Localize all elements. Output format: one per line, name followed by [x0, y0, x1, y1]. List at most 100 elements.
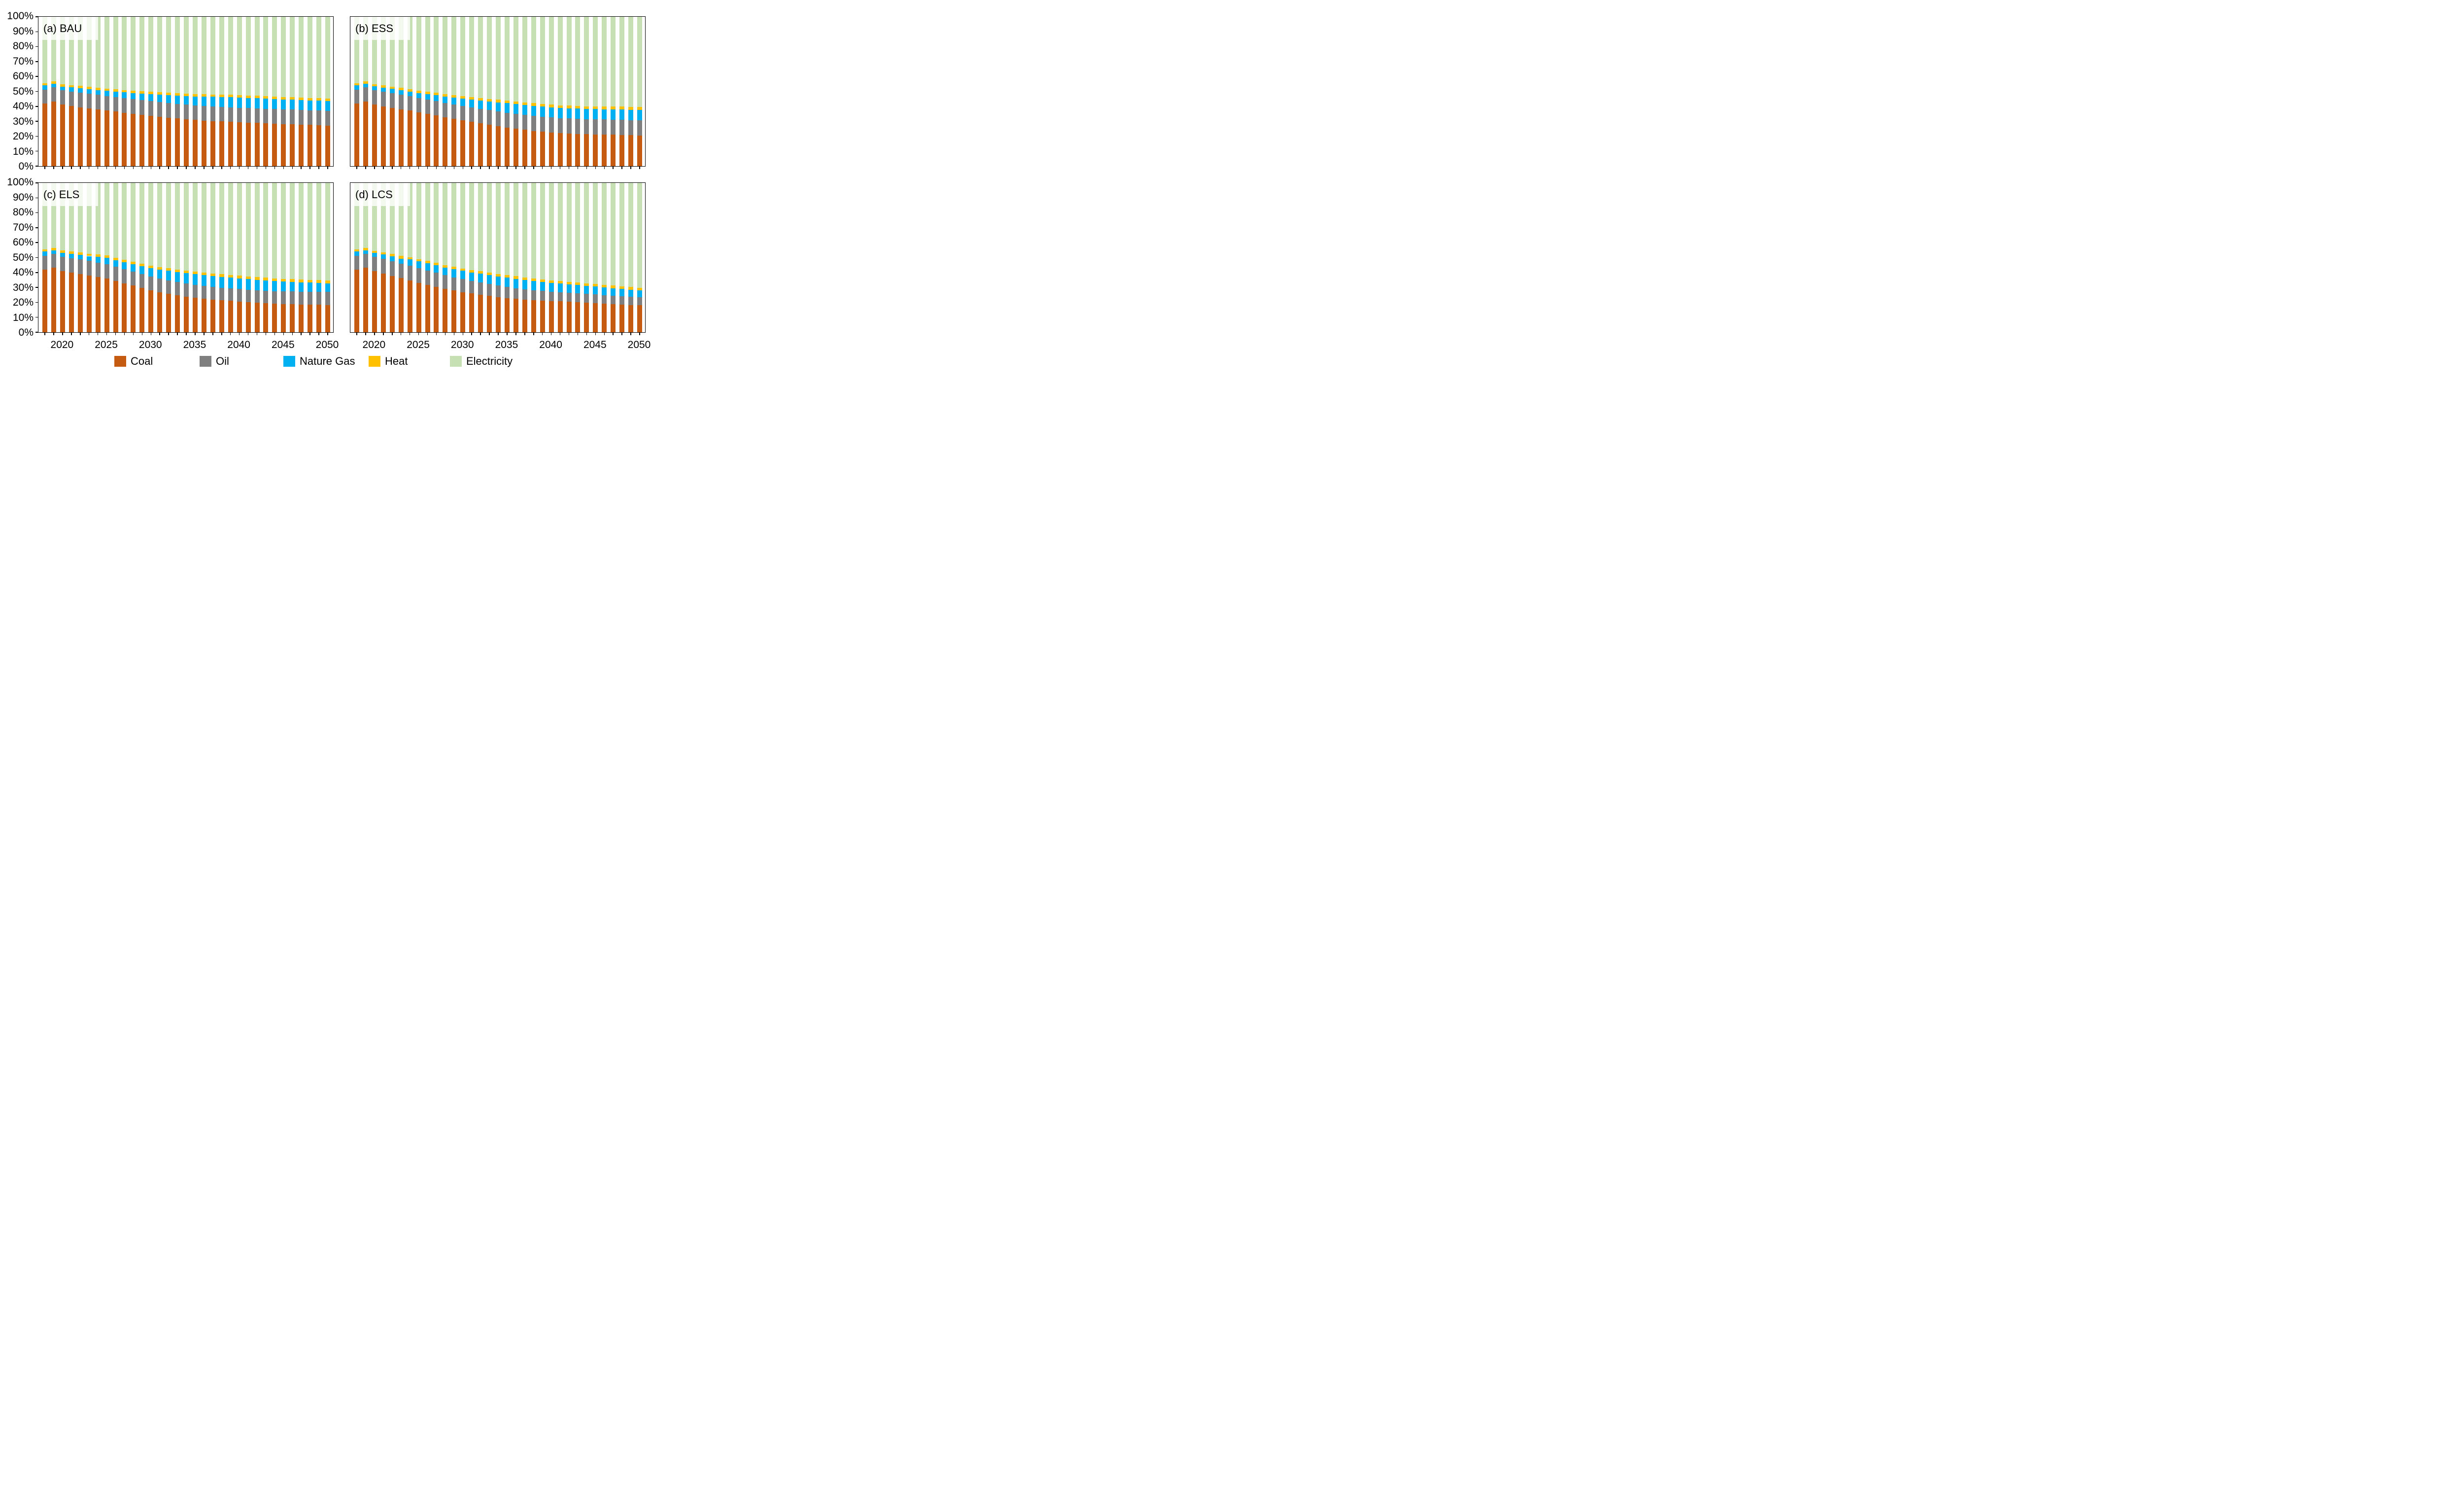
segment-coal-2043: [263, 123, 269, 166]
segment-oil-2021: [380, 92, 386, 106]
segment-nature-gas-2048: [308, 282, 313, 292]
segment-heat-2047: [611, 106, 616, 109]
segment-nature-gas-2027: [122, 92, 127, 98]
x-axis-label-2030: 2030: [450, 339, 474, 350]
segment-electricity-2028: [443, 183, 448, 265]
segment-nature-gas-2043: [263, 99, 269, 109]
segment-coal-2037: [210, 299, 215, 332]
segment-electricity-2019: [51, 183, 56, 248]
segment-electricity-2035: [192, 17, 198, 94]
x-tick: [524, 332, 525, 335]
x-tick: [445, 332, 446, 335]
segment-electricity-2038: [219, 17, 224, 95]
segment-oil-2042: [566, 118, 572, 134]
segment-coal-2028: [131, 113, 136, 166]
segment-coal-2031: [469, 122, 475, 166]
segment-electricity-2041: [245, 183, 251, 277]
segment-nature-gas-2020: [372, 86, 377, 90]
segment-oil-2036: [513, 113, 518, 129]
x-tick: [621, 166, 622, 169]
figure-four-panel-stacked-bars: (a) BAU (b) ESS (c) ELS (d) LCS 100% 90% 8…: [0, 0, 661, 376]
segment-coal-2043: [575, 302, 581, 332]
segment-nature-gas-2045: [281, 281, 286, 291]
plot-area-d: [350, 183, 645, 332]
segment-electricity-2033: [175, 17, 180, 94]
segment-nature-gas-2042: [566, 284, 572, 293]
segment-electricity-2031: [157, 17, 163, 93]
segment-oil-2033: [487, 110, 492, 125]
segment-electricity-2041: [557, 17, 563, 105]
segment-coal-2031: [469, 293, 475, 332]
x-axis-label-2040: 2040: [539, 339, 562, 350]
segment-coal-2020: [60, 271, 65, 332]
segment-coal-2042: [566, 133, 572, 166]
segment-nature-gas-2019: [363, 84, 368, 88]
segment-nature-gas-2033: [487, 101, 492, 110]
segment-heat-2035: [504, 275, 510, 278]
segment-coal-2041: [245, 302, 251, 332]
segment-electricity-2030: [148, 183, 154, 266]
segment-oil-2035: [192, 284, 198, 298]
x-tick: [356, 166, 357, 169]
segment-electricity-2047: [299, 183, 304, 280]
x-tick: [150, 332, 151, 335]
segment-coal-2024: [95, 277, 101, 332]
y-axis-label-40pct: 40%: [12, 101, 34, 112]
segment-coal-2026: [113, 280, 118, 332]
y-tick: [35, 287, 38, 288]
segment-heat-2026: [113, 89, 118, 92]
segment-coal-2045: [593, 303, 598, 332]
segment-coal-2023: [86, 108, 92, 166]
segment-electricity-2041: [557, 183, 563, 281]
segment-coal-2030: [148, 115, 154, 166]
segment-oil-2042: [254, 290, 260, 303]
segment-oil-2019: [51, 87, 56, 102]
x-tick: [550, 332, 552, 335]
segment-heat-2035: [192, 94, 198, 97]
segment-oil-2023: [398, 263, 404, 279]
segment-electricity-2049: [628, 183, 634, 287]
segment-coal-2029: [451, 290, 457, 332]
x-axis-label-2025: 2025: [407, 339, 430, 350]
x-tick: [559, 332, 561, 335]
segment-nature-gas-2033: [487, 275, 492, 284]
y-axis-label-60pct: 60%: [12, 70, 34, 82]
segment-heat-2024: [95, 88, 101, 90]
segment-coal-2049: [628, 135, 634, 166]
segment-oil-2047: [299, 110, 304, 125]
segment-coal-2044: [272, 304, 277, 332]
segment-nature-gas-2029: [139, 266, 145, 275]
x-tick: [392, 166, 393, 169]
segment-coal-2026: [425, 284, 430, 332]
segment-nature-gas-2039: [540, 106, 545, 117]
x-tick: [247, 166, 249, 169]
segment-heat-2033: [487, 99, 492, 102]
legend-item-oil: Oil: [200, 355, 229, 368]
segment-heat-2030: [460, 268, 466, 271]
segment-heat-2025: [416, 259, 421, 262]
x-tick: [639, 332, 640, 335]
segment-nature-gas-2048: [619, 109, 625, 120]
x-tick: [533, 332, 534, 335]
x-tick: [80, 332, 81, 335]
segment-electricity-2049: [628, 17, 634, 107]
segment-oil-2025: [104, 96, 109, 111]
y-axis-label-10pct: 10%: [12, 312, 34, 323]
segment-coal-2023: [398, 278, 404, 332]
segment-coal-2019: [363, 102, 368, 166]
segment-oil-2039: [228, 107, 233, 122]
segment-heat-2041: [245, 96, 251, 98]
x-tick: [489, 166, 490, 169]
segment-coal-2020: [60, 105, 65, 166]
segment-nature-gas-2031: [157, 95, 163, 103]
x-tick: [97, 332, 99, 335]
segment-nature-gas-2024: [407, 259, 412, 266]
segment-heat-2046: [602, 284, 607, 288]
segment-nature-gas-2019: [51, 250, 56, 254]
segment-nature-gas-2042: [254, 98, 260, 108]
y-tick: [35, 257, 38, 258]
segment-nature-gas-2029: [451, 97, 457, 105]
segment-electricity-2048: [308, 17, 313, 98]
segment-heat-2018: [354, 249, 359, 252]
segment-coal-2027: [434, 286, 439, 332]
